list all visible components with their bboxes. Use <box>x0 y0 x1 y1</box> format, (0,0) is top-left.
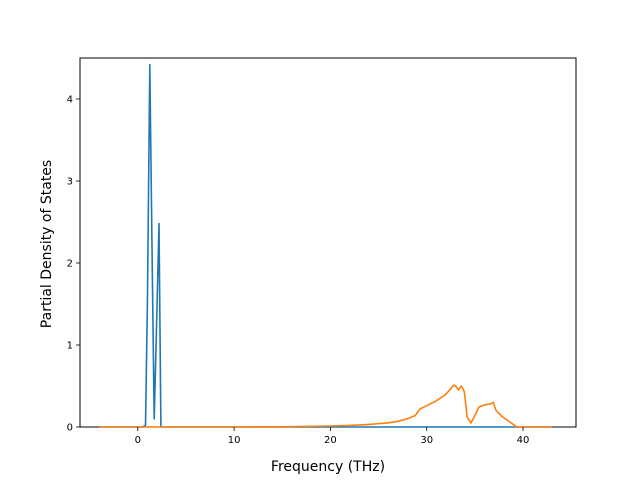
x-tick-label: 40 <box>517 435 530 446</box>
series-layer <box>99 63 552 428</box>
x-tick-label: 30 <box>420 435 433 446</box>
x-tick-label: 20 <box>324 435 337 446</box>
x-tick-label: 10 <box>228 435 241 446</box>
y-axis-ticks: 0 1 2 3 4 <box>67 95 80 434</box>
x-axis-ticks: 0 10 20 30 40 <box>135 427 530 446</box>
y-tick-label: 2 <box>67 259 73 270</box>
x-axis-label: Frequency (THz) <box>271 459 385 475</box>
x-tick-label: 0 <box>135 435 141 446</box>
y-axis-label: Partial Density of States <box>39 160 55 328</box>
y-tick-label: 1 <box>67 341 73 352</box>
y-tick-label: 4 <box>67 95 73 106</box>
series-line-2 <box>99 384 552 428</box>
y-tick-label: 3 <box>67 177 73 188</box>
y-tick-label: 0 <box>67 423 73 434</box>
